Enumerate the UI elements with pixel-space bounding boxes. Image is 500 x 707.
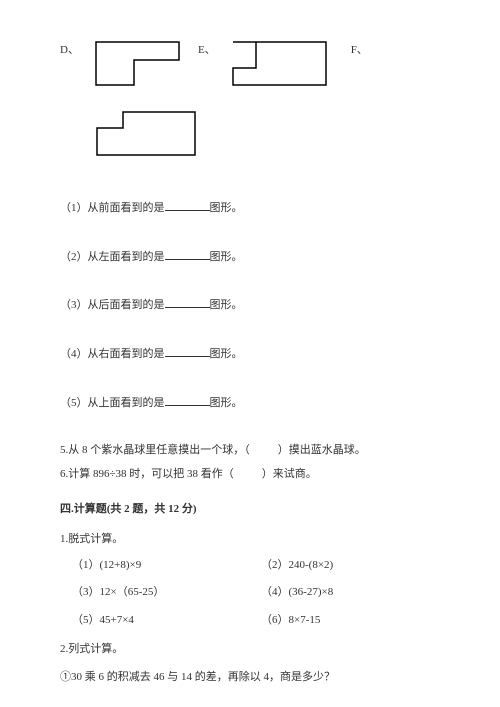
calc-problem-2-sub1: ①30 乘 6 的积减去 46 与 14 的差，再除以 4，商是多少？ [60, 669, 440, 687]
q1-suffix: 图形。 [210, 202, 243, 214]
shape-g-svg [95, 110, 198, 158]
calc-item-3: （3）12×（65-25） [72, 584, 251, 602]
shape-d-path [96, 42, 179, 85]
calc-problem-1-title: 1.脱式计算。 [60, 531, 440, 549]
q1-blank[interactable] [165, 199, 210, 211]
calc-item-6: （6）8×7-15 [261, 612, 440, 630]
label-d: D、 [60, 40, 79, 60]
q2-suffix: 图形。 [210, 251, 243, 263]
q4-blank[interactable] [165, 345, 210, 357]
problem-6: 6.计算 896÷38 时，可以把 38 看作（ ）来试商。 [60, 466, 440, 484]
p6-text-b: ）来试商。 [262, 468, 317, 480]
section-4-title: 四.计算题(共 2 题，共 12 分) [60, 501, 440, 519]
q4-suffix: 图形。 [210, 348, 243, 360]
q2-blank[interactable] [165, 248, 210, 260]
calc-item-1: （1）(12+8)×9 [72, 557, 251, 575]
label-f: F、 [351, 40, 368, 60]
shape-g [95, 110, 198, 165]
shape-e [231, 40, 329, 95]
shape-d [94, 40, 182, 95]
calc-problem-2-title: 2.列式计算。 [60, 641, 440, 659]
calc-grid: （1）(12+8)×9 （2）240-(8×2) （3）12×（65-25） （… [72, 557, 440, 630]
q5-blank[interactable] [165, 394, 210, 406]
q2-text: （2）从左面看到的是 [60, 251, 165, 263]
shape-d-svg [94, 40, 182, 88]
p5-text-b: ）摸出蓝水晶球。 [278, 444, 366, 456]
calc-item-4: （4）(36-27)×8 [261, 584, 440, 602]
q1-text: （1）从前面看到的是 [60, 202, 165, 214]
p5-text-a: 5.从 8 个紫水晶球里任意摸出一个球，（ [60, 444, 250, 456]
shape-e-svg [231, 40, 329, 88]
q4-text: （4）从右面看到的是 [60, 348, 165, 360]
q3-blank[interactable] [165, 296, 210, 308]
shapes-row-1: D、 E、 F、 [60, 40, 440, 95]
q5-suffix: 图形。 [210, 397, 243, 409]
q5-text: （5）从上面看到的是 [60, 397, 165, 409]
problem-5: 5.从 8 个紫水晶球里任意摸出一个球，（ ）摸出蓝水晶球。 [60, 442, 440, 460]
view-question-4: （4）从右面看到的是 图形。 [60, 345, 440, 364]
p6-text-a: 6.计算 896÷38 时，可以把 38 看作（ [60, 468, 234, 480]
calc-item-2: （2）240-(8×2) [261, 557, 440, 575]
label-e: E、 [198, 40, 216, 60]
shape-g-path [97, 112, 195, 155]
view-question-1: （1）从前面看到的是 图形。 [60, 199, 440, 218]
view-question-3: （3）从后面看到的是 图形。 [60, 296, 440, 315]
q3-text: （3）从后面看到的是 [60, 299, 165, 311]
view-question-2: （2）从左面看到的是 图形。 [60, 248, 440, 267]
view-question-5: （5）从上面看到的是 图形。 [60, 394, 440, 413]
calc-item-5: （5）45+7×4 [72, 612, 251, 630]
shape-e-path [233, 42, 326, 85]
shapes-row-2 [95, 110, 440, 165]
q3-suffix: 图形。 [210, 299, 243, 311]
